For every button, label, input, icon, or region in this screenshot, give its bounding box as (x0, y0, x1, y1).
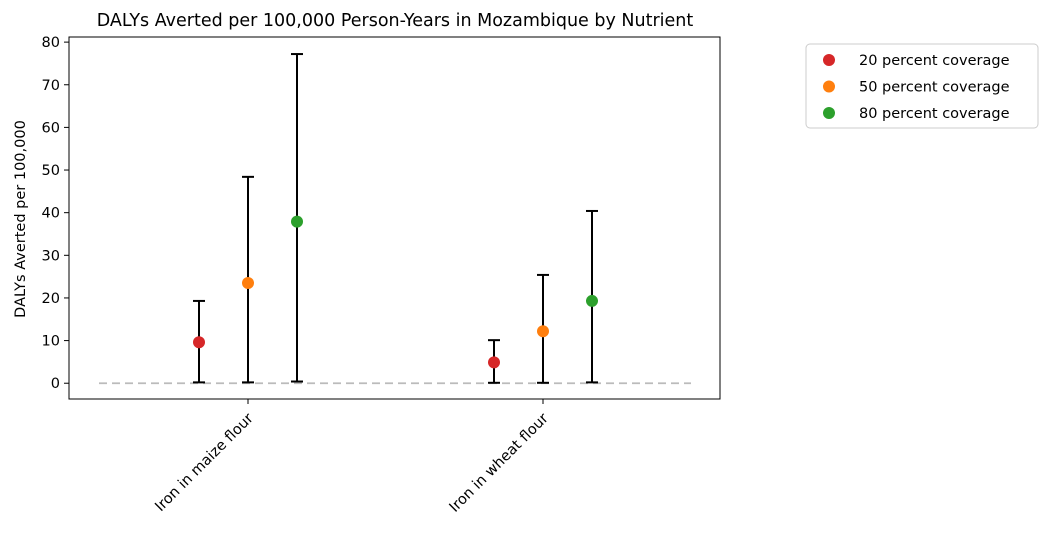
legend-marker (823, 54, 835, 66)
y-tick-label: 70 (42, 78, 60, 94)
y-tick-label: 40 (42, 206, 60, 222)
data-point (242, 277, 254, 290)
legend: 20 percent coverage 50 percent coverage 80… (805, 43, 1039, 129)
legend-label: 20 percent coverage (859, 53, 1010, 69)
data-point (537, 325, 549, 338)
plot-area: 0 10 20 30 40 50 60 70 80 Iron in maize flour Iron… (42, 35, 721, 516)
y-tick-label: 80 (42, 35, 60, 51)
legend-label: 50 percent coverage (859, 80, 1010, 96)
y-tick-label: 0 (51, 376, 60, 392)
x-tick-label: Iron in maize flour (152, 410, 257, 515)
data-point (193, 336, 205, 349)
legend-label: 80 percent coverage (859, 106, 1010, 122)
y-axis-label: DALYs Averted per 100,000 (13, 120, 29, 318)
legend-marker (823, 80, 835, 93)
chart-title: DALYs Averted per 100,000 Person-Years i… (97, 11, 694, 31)
data-point (586, 294, 598, 307)
y-tick-label: 20 (42, 291, 60, 307)
y-tick-label: 30 (42, 248, 60, 264)
y-tick-label: 50 (42, 163, 60, 179)
data-point (488, 356, 500, 369)
legend-marker (823, 107, 835, 119)
x-tick-label: Iron in wheat flour (447, 410, 552, 515)
y-tick-label: 60 (42, 120, 60, 136)
plot-frame (68, 36, 721, 400)
legend-frame (805, 43, 1039, 129)
y-tick-label: 10 (42, 334, 60, 350)
data-point (291, 215, 303, 228)
